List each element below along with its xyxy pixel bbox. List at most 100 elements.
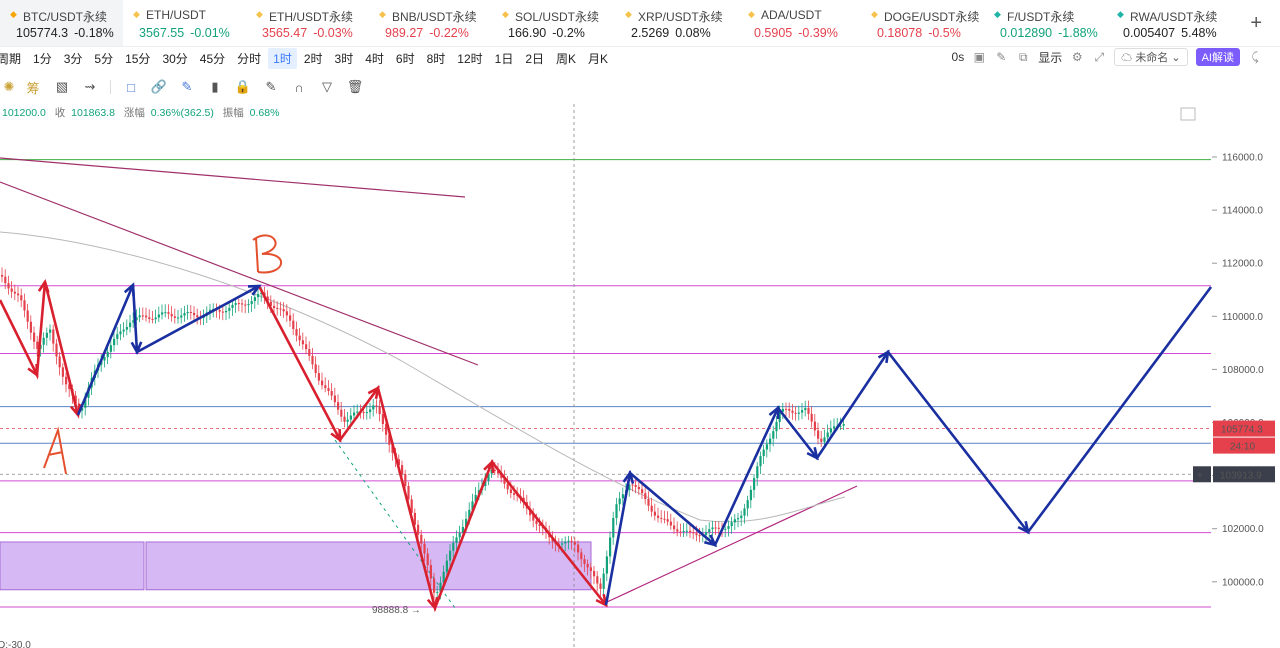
- candles-icon[interactable]: ▮: [211, 79, 219, 94]
- period-option[interactable]: 8时: [426, 51, 446, 66]
- candle-body: [791, 410, 794, 413]
- ticker-name: ETH/USDT: [146, 8, 206, 22]
- period-option[interactable]: 周K: [556, 51, 577, 66]
- settings-icon[interactable]: ⚙: [1071, 50, 1083, 64]
- candle-body: [196, 315, 199, 318]
- magnet-icon[interactable]: ∩: [294, 79, 304, 95]
- ticker-item[interactable]: ◆ ADA/USDT 0.5905 -0.39%: [738, 0, 861, 46]
- period-option[interactable]: 2日: [525, 51, 545, 66]
- period-option[interactable]: 分时: [237, 51, 262, 66]
- shape-icon[interactable]: □: [127, 79, 135, 95]
- period-option[interactable]: 4时: [365, 51, 384, 66]
- candle-body: [737, 518, 740, 520]
- ticker-change: -0.39%: [798, 26, 838, 40]
- period-option[interactable]: 3时: [334, 51, 354, 66]
- measure-icon[interactable]: ⇝: [84, 79, 96, 94]
- candle-body: [253, 297, 256, 302]
- ruler-icon[interactable]: ✺: [3, 79, 15, 94]
- candle-body: [423, 543, 426, 554]
- period-option[interactable]: 1分: [33, 51, 52, 66]
- ticker-item[interactable]: ◆ F/USDT永续 0.012890 -1.88%: [984, 0, 1107, 46]
- trash-icon[interactable]: 🗑: [346, 79, 364, 94]
- candle-body: [698, 535, 701, 537]
- camera-icon[interactable]: ▣: [973, 50, 985, 64]
- candle-body: [65, 376, 68, 385]
- candle-body: [452, 542, 455, 551]
- candle-body: [826, 432, 829, 438]
- period-option[interactable]: 3分: [63, 51, 83, 66]
- candle-body: [669, 521, 672, 526]
- add-ticker-button[interactable]: +: [1250, 12, 1262, 34]
- period-option[interactable]: 1时: [268, 47, 297, 69]
- candle-body: [221, 311, 224, 313]
- period-option[interactable]: 12时: [457, 51, 483, 66]
- period-option[interactable]: 45分: [199, 51, 226, 66]
- expand-icon[interactable]: ⧉: [1018, 50, 1028, 64]
- candle-body: [673, 525, 676, 530]
- period-option[interactable]: 6时: [395, 51, 415, 66]
- candle-body: [125, 327, 128, 330]
- ticker-name: RWA/USDT永续: [1130, 10, 1218, 24]
- ticker-item[interactable]: ◆ BNB/USDT永续 989.27 -0.22%: [369, 0, 492, 46]
- period-option[interactable]: 2时: [303, 51, 323, 66]
- ticker-item[interactable]: ◆ BTC/USDT永续 105774.3 -0.18%: [0, 0, 123, 46]
- ohlc-amp-label: 振幅: [222, 107, 244, 119]
- candle-body: [301, 340, 304, 345]
- ticker-item[interactable]: ◆ ETH/USDT 3567.55 -0.01%: [123, 0, 246, 46]
- candle-body: [743, 508, 746, 516]
- candle-body: [413, 512, 416, 525]
- pen-icon[interactable]: ✎: [181, 79, 193, 94]
- ai-analysis-button[interactable]: AI解读: [1195, 48, 1240, 66]
- filter-icon[interactable]: ▽: [322, 79, 332, 94]
- ticker-item[interactable]: ◆ XRP/USDT永续 2.5269 0.08%: [615, 0, 738, 46]
- fullscreen-icon[interactable]: ⤢: [1094, 50, 1105, 64]
- candle-body: [148, 317, 151, 320]
- candle-body: [141, 315, 144, 317]
- period-bar: 周期 1分 3分 5分 15分 30分 45分 分时 1时 2时 3时 4时 6时 8时 12时 1日 2日 周K…: [0, 46, 1280, 70]
- period-selector[interactable]: 周期: [0, 51, 22, 66]
- candle-body: [810, 413, 813, 422]
- candle-body: [829, 428, 832, 433]
- candle-body: [465, 518, 468, 527]
- demand-zone: [0, 541, 145, 591]
- period-option[interactable]: 15分: [125, 51, 151, 66]
- share-icon[interactable]: ⤹: [1251, 50, 1259, 64]
- period-option[interactable]: 5分: [94, 51, 114, 66]
- candle-body: [138, 315, 141, 318]
- layout-select[interactable]: ☁ 未命名 ⌄: [1114, 48, 1188, 66]
- link-icon[interactable]: 🔗: [150, 79, 168, 94]
- candle-body: [461, 526, 464, 533]
- candle-body: [369, 409, 372, 413]
- red-wave-arrow: [257, 285, 608, 613]
- lock-icon[interactable]: 🔒: [234, 79, 252, 94]
- arrow-head: [330, 428, 342, 443]
- candle-body: [33, 332, 36, 342]
- candle-body: [717, 527, 720, 529]
- ticker-item[interactable]: ◆ ETH/USDT永续 3565.47 -0.03%: [246, 0, 369, 46]
- coin-icon: ◆: [133, 9, 140, 19]
- brush-icon[interactable]: ▧: [55, 79, 69, 94]
- ticker-item[interactable]: ◆ DOGE/USDT永续 0.18078 -0.5%: [861, 0, 984, 46]
- axis-tick-label: 112000.0: [1222, 259, 1263, 270]
- display-button[interactable]: 显示: [1038, 50, 1063, 65]
- candle-body: [282, 309, 285, 312]
- period-option[interactable]: 30分: [162, 51, 188, 66]
- candle-body: [113, 338, 116, 346]
- candle-body: [605, 556, 608, 574]
- arrow-head: [1017, 520, 1030, 535]
- fib-icon[interactable]: 筹: [26, 80, 40, 96]
- ticker-item[interactable]: ◆ RWA/USDT永续 0.005407 5.48%: [1107, 0, 1230, 46]
- ticker-name: ETH/USDT永续: [269, 10, 354, 24]
- candle-body: [439, 582, 442, 592]
- ticker-item[interactable]: ◆ SOL/USDT永续 166.90 -0.2%: [492, 0, 615, 46]
- edit-icon[interactable]: ✎: [996, 50, 1007, 64]
- period-option[interactable]: 1日: [494, 51, 514, 66]
- ohlc-amp-value: 0.68%: [249, 107, 280, 119]
- period-option[interactable]: 月K: [588, 51, 609, 66]
- candle-body: [433, 578, 436, 593]
- note-icon[interactable]: ✎: [265, 79, 277, 94]
- candle-body: [724, 528, 727, 530]
- candle-body: [36, 341, 39, 349]
- candle-body: [801, 410, 804, 413]
